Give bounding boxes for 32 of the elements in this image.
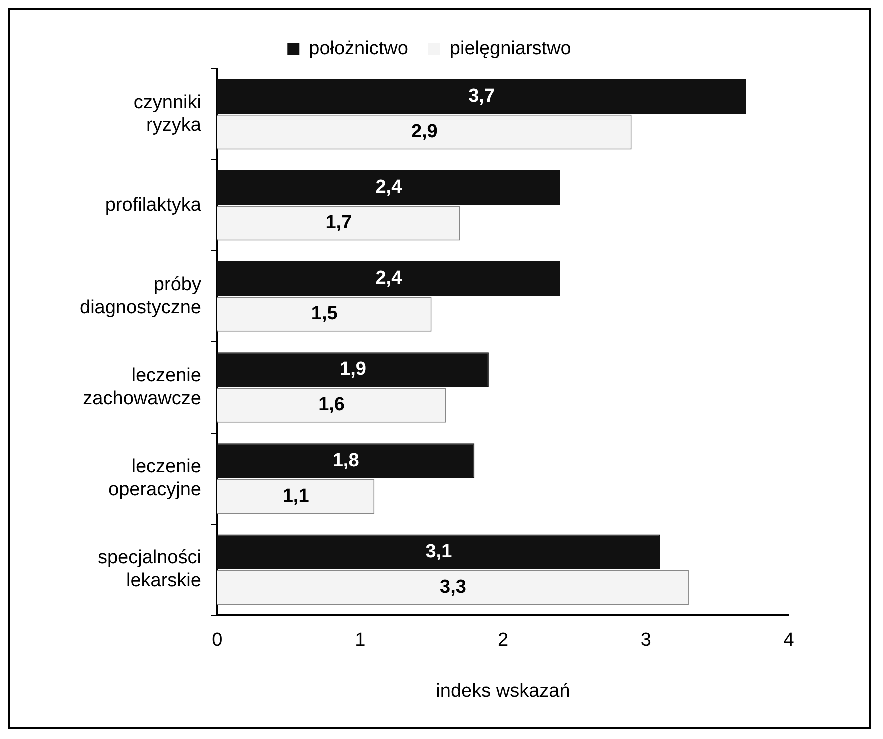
bar [217, 170, 560, 206]
y-tick-label: czynniki ryzyka [134, 92, 202, 136]
x-tick-label: 2 [498, 630, 509, 652]
y-tick-label: specjalności lekarskie [98, 548, 202, 592]
x-tick-label: 1 [355, 630, 366, 652]
data-label: 1,8 [332, 450, 360, 472]
data-label: 3,3 [440, 576, 466, 598]
legend-label: położnictwo [309, 38, 408, 60]
data-label: 1,5 [311, 304, 338, 325]
data-label: 3,7 [468, 86, 496, 108]
y-tick-label: próby diagnostyczne [80, 274, 202, 318]
y-tick-label: profilaktyka [105, 194, 202, 216]
bar [217, 534, 660, 570]
x-tick-label: 3 [640, 630, 652, 652]
legend-label: pielęgniarstwo [450, 38, 572, 60]
x-tick-label: 0 [212, 630, 223, 652]
data-label: 1,6 [318, 394, 345, 416]
y-tick-label: leczenie zachowawcze [83, 366, 202, 410]
x-axis-title: indeks wskazań [436, 680, 570, 702]
data-label: 2,4 [376, 177, 403, 198]
data-label: 1,7 [326, 212, 352, 234]
data-label: 3,1 [426, 541, 453, 562]
data-label: 1,1 [282, 486, 310, 507]
data-label: 2,4 [376, 268, 403, 290]
bar [217, 352, 489, 388]
bar [217, 79, 746, 114]
data-label: 1,9 [340, 359, 366, 380]
bar [217, 444, 475, 478]
bar [217, 262, 560, 296]
x-tick-label: 4 [784, 630, 795, 652]
y-tick-label: leczenie operacyjne [108, 456, 202, 500]
data-label: 2,9 [411, 122, 438, 143]
